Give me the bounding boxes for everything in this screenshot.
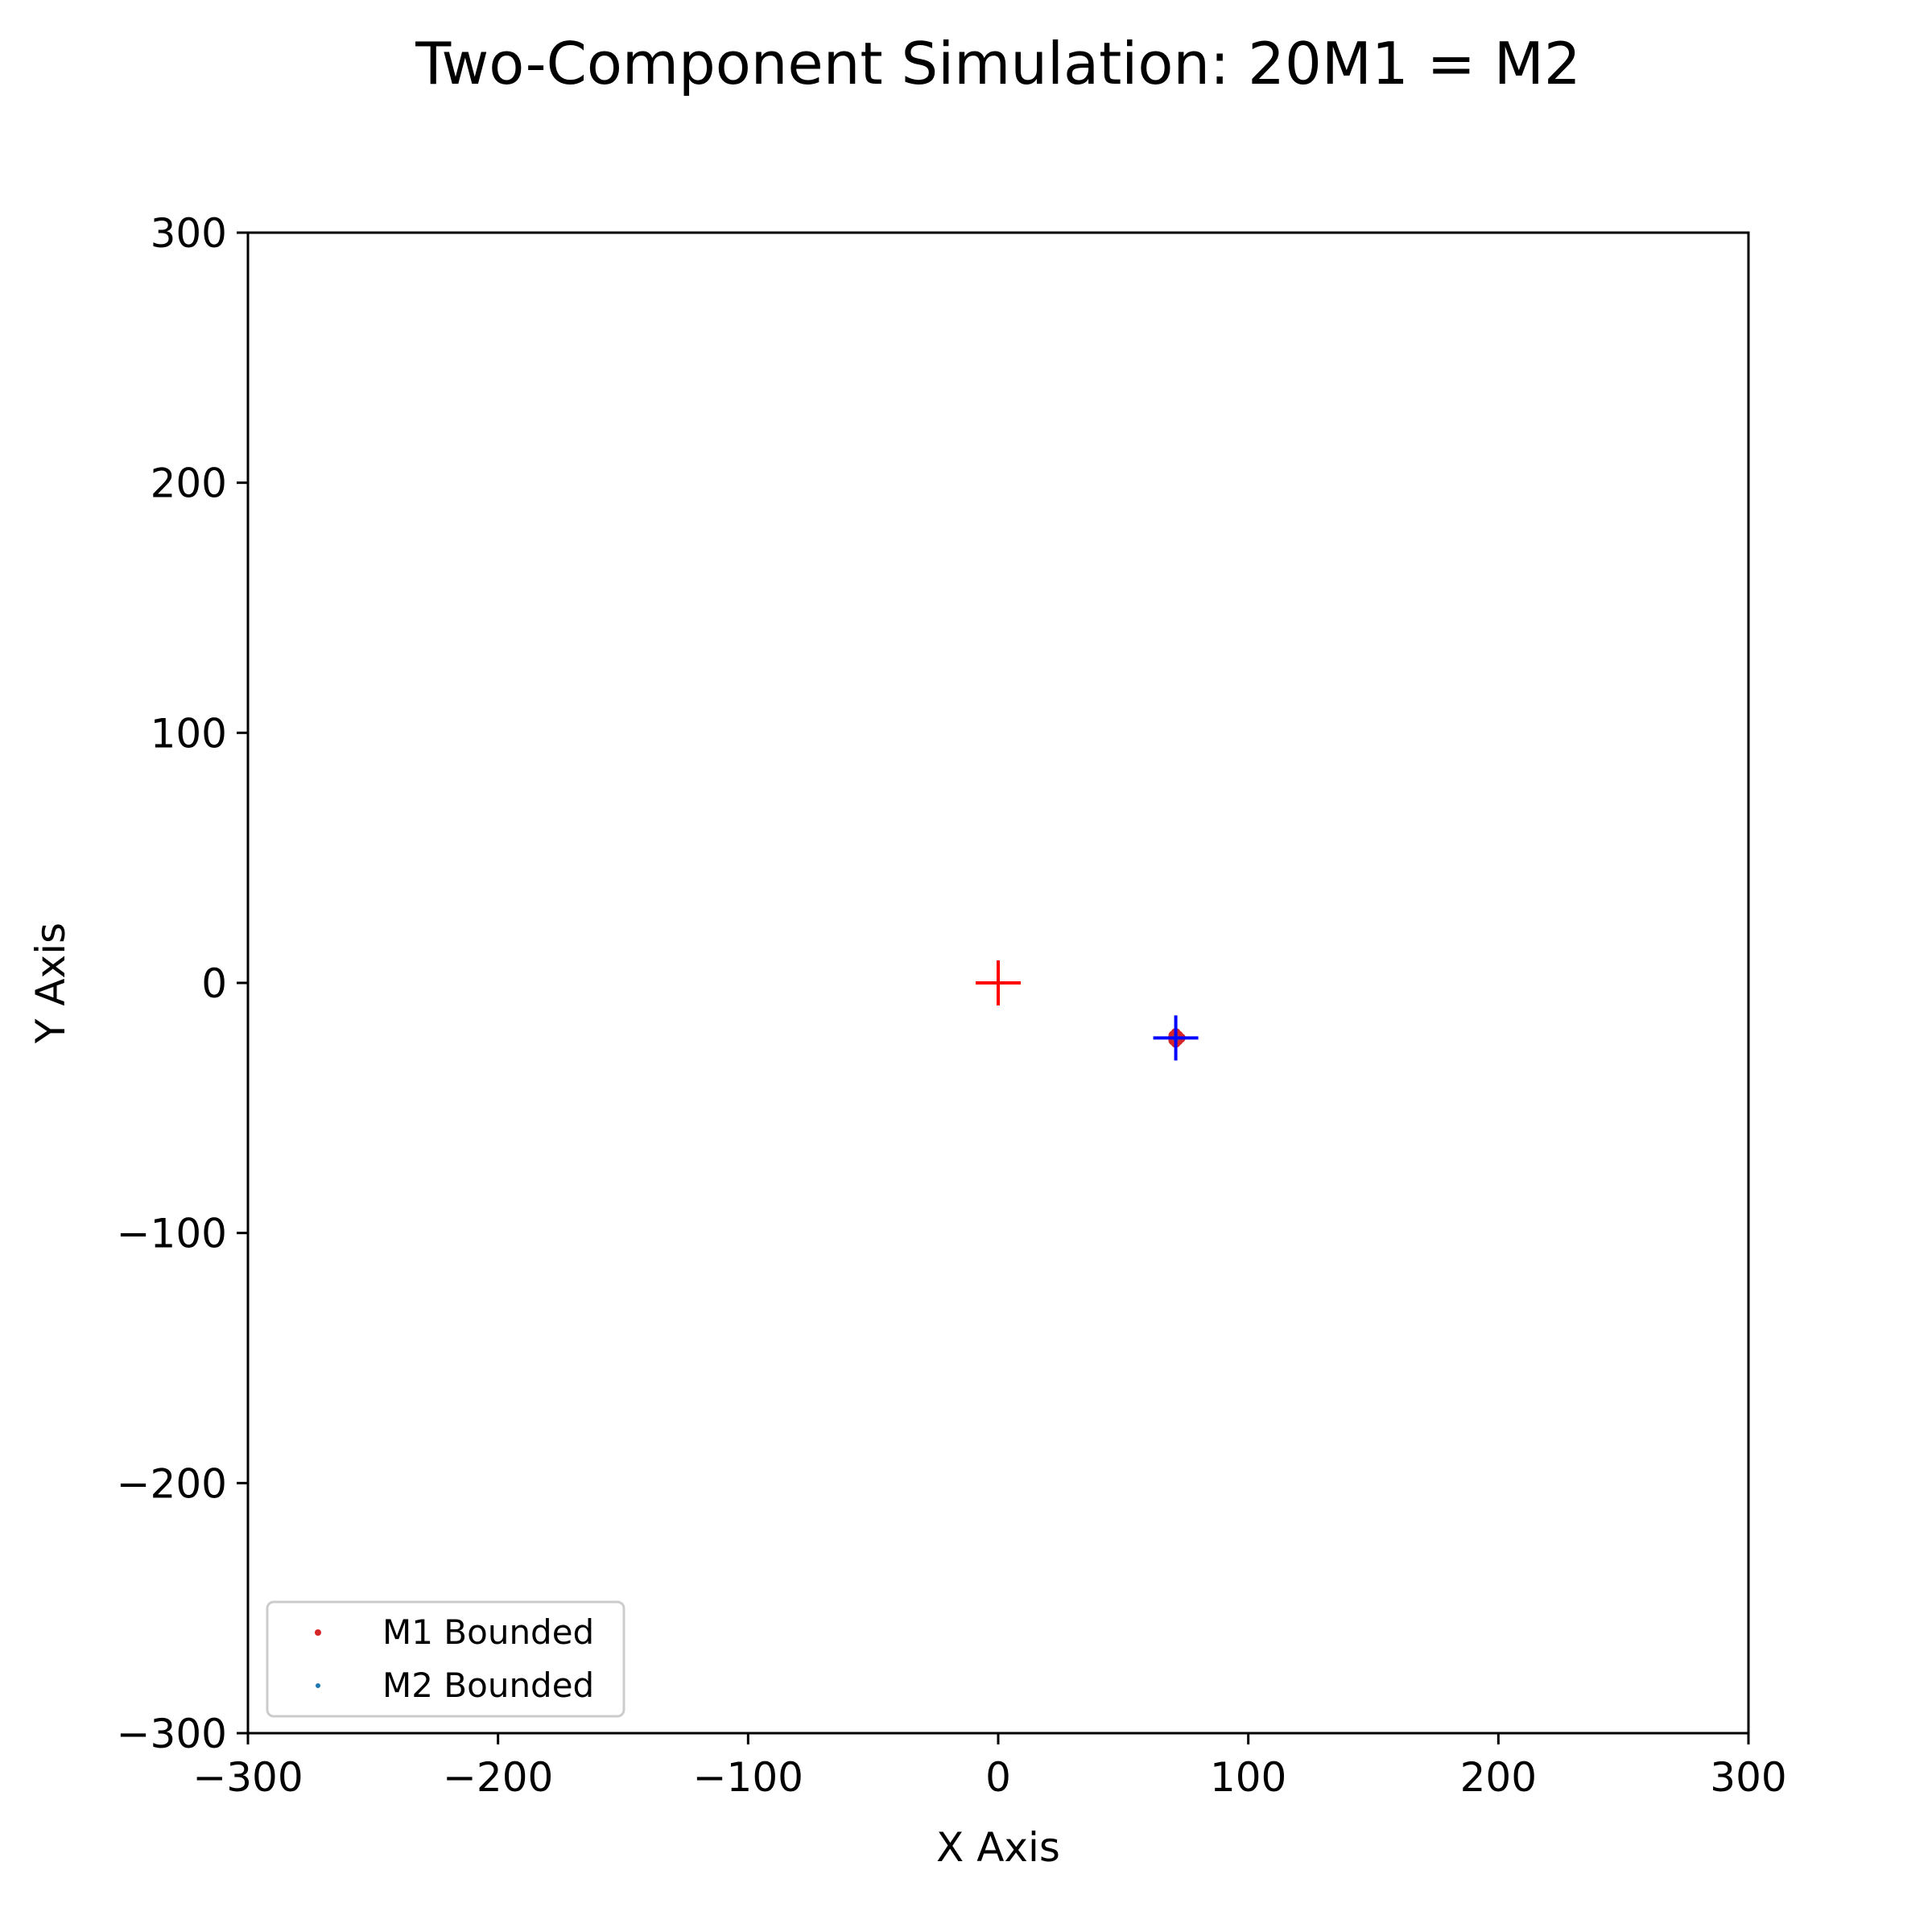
plot-area: [246, 231, 1750, 1735]
x-tick-label: −100: [693, 1754, 803, 1801]
y-tick-label: 0: [201, 960, 227, 1007]
y-tick-label: 300: [151, 210, 227, 257]
legend-label-m1: M1 Bounded: [382, 1612, 594, 1652]
x-tick-label: 200: [1460, 1754, 1537, 1801]
legend-marker-m1: [315, 1629, 321, 1636]
y-axis-label: Y Axis: [27, 923, 74, 1044]
legend-label-m2: M2 Bounded: [382, 1666, 594, 1705]
center-plus-marker: [1153, 1015, 1199, 1061]
chart-title: Two-Component Simulation: 20M1 = M2: [415, 30, 1580, 97]
legend-box: [266, 1600, 625, 1718]
legend: M1 Bounded M2 Bounded: [266, 1600, 625, 1718]
x-tick-label: 100: [1210, 1754, 1286, 1801]
y-tick-label: −200: [117, 1460, 227, 1507]
x-axis-label: X Axis: [936, 1824, 1060, 1871]
marker-layer: [976, 960, 1199, 1061]
legend-marker-m2: [316, 1683, 320, 1688]
y-tick-label: −300: [117, 1711, 227, 1757]
x-tick-label: −200: [443, 1754, 553, 1801]
x-axis-ticks: −300 −200 −100 0 100 200 300: [192, 1733, 1787, 1801]
x-tick-label: −300: [192, 1754, 303, 1801]
y-tick-label: −100: [117, 1211, 227, 1257]
y-tick-label: 200: [151, 460, 227, 507]
x-tick-label: 0: [985, 1754, 1011, 1801]
x-tick-label: 300: [1710, 1754, 1786, 1801]
y-tick-label: 100: [151, 710, 227, 757]
origin-plus-marker: [976, 960, 1021, 1005]
y-axis-ticks: −300 −200 −100 0 100 200 300: [117, 210, 248, 1757]
